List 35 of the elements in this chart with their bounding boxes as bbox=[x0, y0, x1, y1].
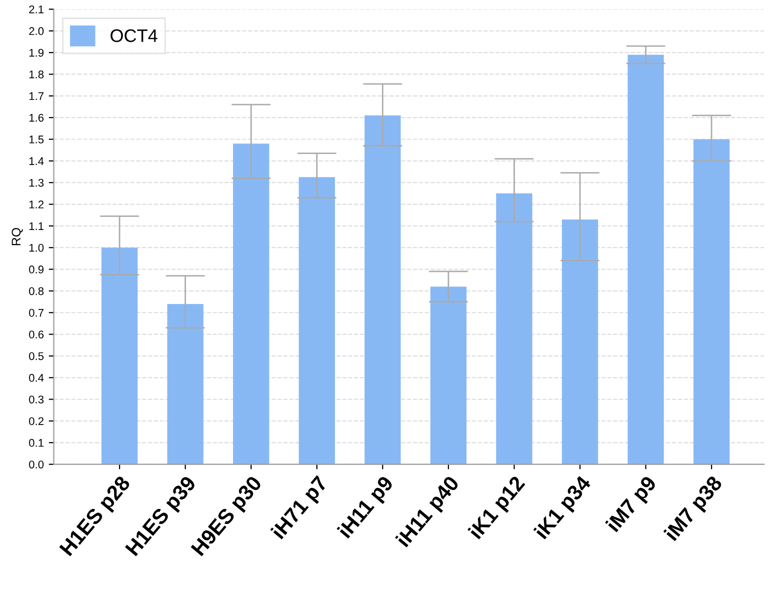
y-tick-label: 0.6 bbox=[29, 330, 44, 338]
bar bbox=[233, 144, 270, 464]
y-tick-label: 0.3 bbox=[29, 396, 44, 404]
y-axis-title: RQ bbox=[12, 228, 23, 246]
bar bbox=[298, 177, 335, 464]
y-tick-label: 1.5 bbox=[29, 136, 44, 144]
y-tick-label: 0.8 bbox=[29, 287, 44, 296]
x-tick-label: iM7 p9 bbox=[605, 474, 660, 536]
bar bbox=[628, 54, 664, 464]
y-tick-label: 1.0 bbox=[29, 244, 44, 252]
y-tick-label: 1.1 bbox=[29, 222, 44, 230]
y-tick-label: 0.1 bbox=[29, 438, 44, 447]
y-tick-label: 1.9 bbox=[29, 48, 44, 57]
y-tick-label: 0.5 bbox=[29, 352, 44, 360]
y-tick-label: 1.7 bbox=[29, 92, 44, 100]
legend-label: OCT4 bbox=[110, 29, 158, 42]
y-tick-label: 1.8 bbox=[29, 70, 44, 78]
y-tick-label: 0.7 bbox=[29, 308, 44, 317]
y-tick-label: 0.4 bbox=[29, 374, 44, 382]
y-tick-label: 1.4 bbox=[29, 157, 44, 165]
y-tick-label: 2.0 bbox=[29, 27, 44, 36]
y-tick-label: 0.0 bbox=[29, 460, 44, 468]
bar bbox=[101, 248, 138, 464]
y-tick-label: 1.3 bbox=[29, 178, 44, 187]
y-tick-label: 2.1 bbox=[29, 5, 44, 14]
bar bbox=[562, 219, 598, 464]
bar bbox=[430, 286, 467, 464]
y-tick-label: 1.6 bbox=[29, 114, 44, 122]
y-tick-label: 1.2 bbox=[29, 200, 44, 208]
bar bbox=[693, 139, 730, 464]
y-tick-label: 0.2 bbox=[29, 417, 44, 426]
bar bbox=[364, 115, 401, 464]
bar bbox=[496, 193, 532, 464]
bar bbox=[167, 304, 204, 464]
y-tick-label: 0.9 bbox=[29, 266, 44, 274]
